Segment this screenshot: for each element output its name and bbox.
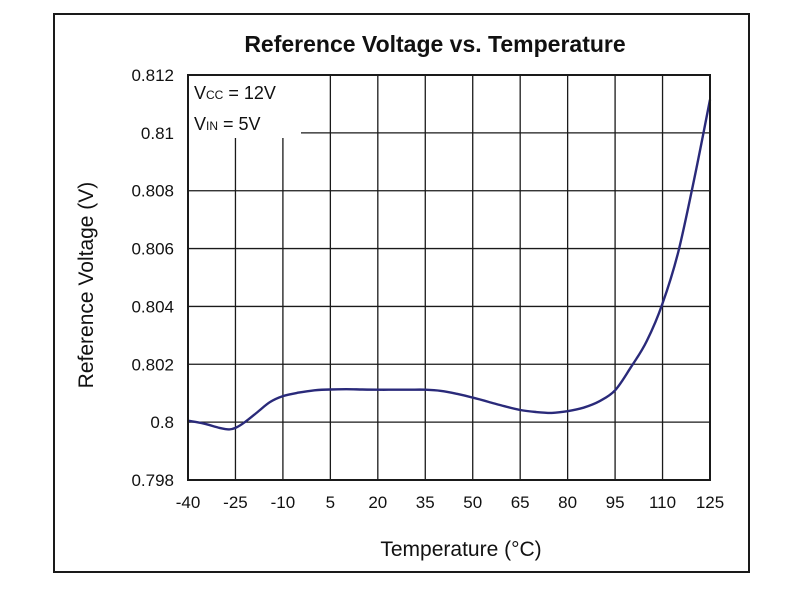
y-tick-label: 0.798: [131, 471, 174, 490]
series-layer: [187, 99, 712, 431]
y-axis-label: Reference Voltage (V): [75, 182, 98, 389]
x-tick-label: -40: [176, 493, 201, 512]
plot-border: [187, 74, 711, 481]
annotation-text: VCC = 12V: [194, 83, 276, 103]
chart-canvas: -40 -25 -10 5 20 35 50 65 80 95 110 125 0.798 0.8 0.80…: [75, 31, 724, 561]
grid: [188, 75, 710, 480]
x-tick-label: 125: [696, 493, 724, 512]
tick-labels: -40 -25 -10 5 20 35 50 65 80 95 110 125 0.798 0.8 0.80…: [131, 66, 724, 512]
x-tick-label: -25: [223, 493, 248, 512]
y-tick-label: 0.808: [131, 182, 174, 201]
x-axis-label: Temperature (°C): [380, 538, 541, 561]
x-tick-label: 5: [326, 493, 335, 512]
y-tick-label: 0.802: [131, 355, 174, 374]
y-tick-label: 0.806: [131, 240, 174, 259]
x-tick-label: 20: [368, 493, 387, 512]
y-tick-label: 0.804: [131, 297, 174, 316]
x-tick-label: 65: [511, 493, 530, 512]
x-tick-label: -10: [271, 493, 296, 512]
x-tick-label: 95: [606, 493, 625, 512]
chart-frame: -40 -25 -10 5 20 35 50 65 80 95 110 125 0.798 0.8 0.80…: [53, 13, 750, 573]
x-tick-label: 50: [463, 493, 482, 512]
series-line: [187, 99, 712, 431]
annotations: VCC = 12V VIN = 5V: [189, 76, 301, 138]
annotation-box: [189, 76, 301, 138]
y-tick-label: 0.8: [150, 413, 174, 432]
x-tick-label: 110: [649, 493, 676, 512]
annotation-text: VIN = 5V: [194, 114, 261, 134]
x-tick-label: 35: [416, 493, 435, 512]
plot-area-border: [187, 74, 711, 481]
chart-title: Reference Voltage vs. Temperature: [244, 31, 625, 57]
y-tick-label: 0.81: [141, 124, 174, 143]
y-tick-label: 0.812: [131, 66, 174, 85]
x-tick-label: 80: [558, 493, 577, 512]
